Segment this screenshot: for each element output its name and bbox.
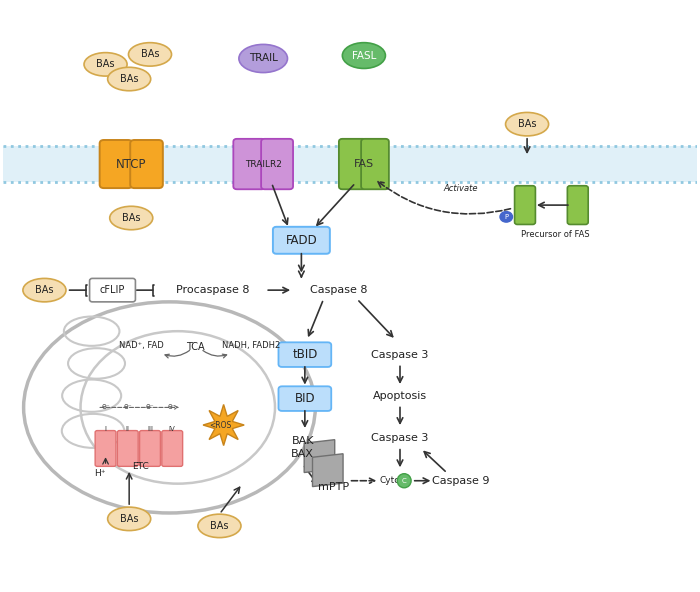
Text: III: III xyxy=(147,426,153,432)
FancyBboxPatch shape xyxy=(361,139,389,189)
Ellipse shape xyxy=(505,112,549,136)
Text: II: II xyxy=(126,426,130,432)
Ellipse shape xyxy=(108,507,150,530)
FancyBboxPatch shape xyxy=(514,186,536,224)
Polygon shape xyxy=(304,440,335,472)
Text: BAs: BAs xyxy=(210,521,229,531)
Bar xyxy=(3,146,697,182)
Text: TRAILR2: TRAILR2 xyxy=(245,160,281,169)
FancyBboxPatch shape xyxy=(99,140,132,188)
Polygon shape xyxy=(312,453,343,487)
Text: tBID: tBID xyxy=(292,348,318,361)
FancyBboxPatch shape xyxy=(261,139,293,189)
FancyBboxPatch shape xyxy=(118,430,138,466)
Text: FAS: FAS xyxy=(354,159,374,169)
Ellipse shape xyxy=(84,53,127,76)
Ellipse shape xyxy=(198,514,241,538)
Text: I: I xyxy=(104,426,106,432)
Text: FASL: FASL xyxy=(351,50,376,60)
FancyBboxPatch shape xyxy=(130,140,163,188)
FancyBboxPatch shape xyxy=(90,278,135,302)
Text: ETC: ETC xyxy=(132,462,148,471)
FancyBboxPatch shape xyxy=(568,186,588,224)
Text: Caspase 9: Caspase 9 xyxy=(433,476,490,485)
Ellipse shape xyxy=(397,474,411,488)
Text: Apoptosis: Apoptosis xyxy=(373,391,427,401)
Text: FADD: FADD xyxy=(286,234,317,247)
FancyBboxPatch shape xyxy=(233,139,265,189)
Ellipse shape xyxy=(342,43,386,69)
Ellipse shape xyxy=(239,44,288,73)
Text: e⁻: e⁻ xyxy=(168,402,176,411)
FancyBboxPatch shape xyxy=(162,430,183,466)
FancyBboxPatch shape xyxy=(139,430,160,466)
Text: Caspase 8: Caspase 8 xyxy=(310,285,368,295)
Ellipse shape xyxy=(23,278,66,302)
Text: NADH, FADH2: NADH, FADH2 xyxy=(223,342,281,350)
Text: BAs: BAs xyxy=(518,119,536,129)
Ellipse shape xyxy=(500,211,512,222)
FancyBboxPatch shape xyxy=(95,430,116,466)
Polygon shape xyxy=(203,404,244,446)
Text: e⁻: e⁻ xyxy=(123,402,132,411)
Text: Precursor of FAS: Precursor of FAS xyxy=(521,230,589,239)
Text: BAs: BAs xyxy=(97,59,115,69)
Text: IV: IV xyxy=(169,426,176,432)
Text: Procaspase 8: Procaspase 8 xyxy=(176,285,249,295)
Text: BAK: BAK xyxy=(291,436,314,446)
Text: BAs: BAs xyxy=(120,74,139,84)
Text: e⁻: e⁻ xyxy=(146,402,154,411)
Text: C: C xyxy=(402,478,407,484)
Text: BAs: BAs xyxy=(120,514,139,524)
Text: P: P xyxy=(504,214,508,220)
Text: e⁻: e⁻ xyxy=(102,402,110,411)
Text: mPTP: mPTP xyxy=(318,482,349,491)
Text: BAs: BAs xyxy=(122,213,141,223)
FancyBboxPatch shape xyxy=(279,342,331,367)
Text: BAs: BAs xyxy=(35,285,54,295)
Text: TRAIL: TRAIL xyxy=(248,53,278,63)
FancyBboxPatch shape xyxy=(279,387,331,411)
Text: H⁺: H⁺ xyxy=(94,469,106,478)
Text: NAD⁺, FAD: NAD⁺, FAD xyxy=(119,342,164,350)
Ellipse shape xyxy=(129,43,172,66)
Ellipse shape xyxy=(108,67,150,91)
Text: BAs: BAs xyxy=(141,49,160,59)
Text: <ROS: <ROS xyxy=(210,420,232,430)
Text: BAX: BAX xyxy=(291,449,314,459)
FancyBboxPatch shape xyxy=(339,139,367,189)
Text: Caspase 3: Caspase 3 xyxy=(371,350,428,360)
Text: NTCP: NTCP xyxy=(116,157,146,170)
Text: Activate: Activate xyxy=(444,184,478,193)
Text: Cyto: Cyto xyxy=(380,476,400,485)
Text: BID: BID xyxy=(295,392,315,405)
Ellipse shape xyxy=(110,206,153,230)
FancyBboxPatch shape xyxy=(273,227,330,254)
Text: cFLIP: cFLIP xyxy=(100,285,125,295)
Text: TCA: TCA xyxy=(186,342,205,352)
Text: Caspase 3: Caspase 3 xyxy=(371,433,428,443)
